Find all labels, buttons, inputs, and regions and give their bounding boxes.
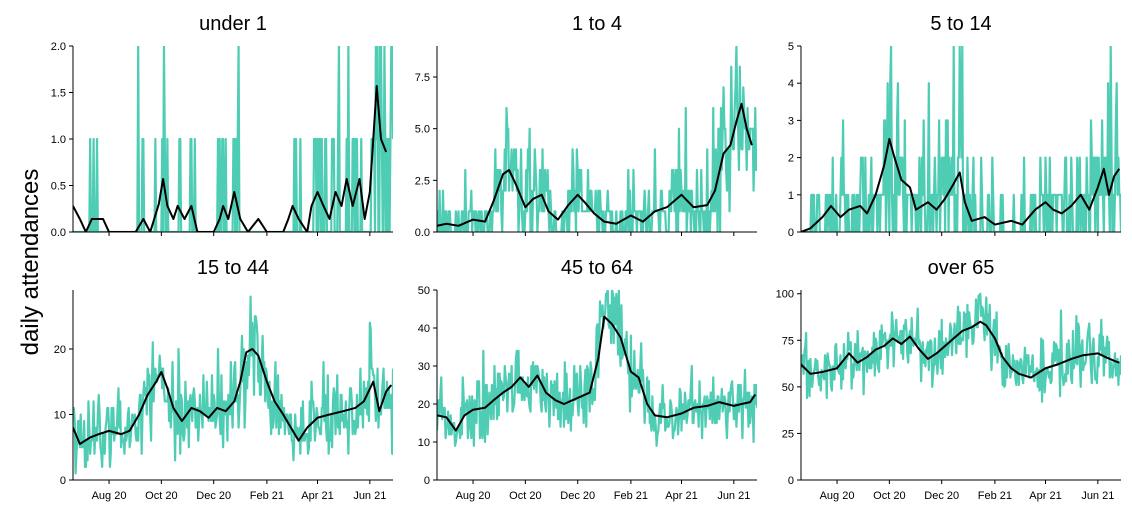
panel-title: over 65 [928, 257, 995, 279]
y-tick-label: 10 [54, 409, 66, 421]
panel-title: under 1 [199, 13, 267, 35]
rolling-mean-line [437, 102, 753, 227]
y-tick-label: 2.0 [51, 41, 66, 53]
y-tick-label: 0 [424, 475, 430, 487]
daily-series-line [801, 46, 1121, 232]
y-tick-label: 0.5 [51, 181, 66, 193]
panel-title: 15 to 44 [197, 257, 269, 279]
panel-5: 0 10 20 30 40 50 Aug 20 Oct 20 Dec 20 Feb 21 Apr 2… [418, 257, 757, 502]
y-tick-label: 25 [782, 428, 794, 440]
y-tick-label: 1.0 [51, 134, 66, 146]
x-tick-label: Jun 21 [1081, 490, 1114, 502]
x-tick-label: Oct 20 [509, 490, 541, 502]
panel-1: 0.0 0.5 1.0 1.5 2.0 under 1 [51, 13, 393, 239]
rolling-mean-line [801, 138, 1121, 232]
panel-title: 5 to 14 [930, 13, 991, 35]
y-tick-label: 7.5 [415, 72, 430, 84]
daily-series-line [73, 46, 393, 232]
y-tick-label: 100 [776, 289, 794, 301]
x-tick-label: Apr 21 [301, 490, 333, 502]
x-tick-label: Jun 21 [353, 490, 386, 502]
x-tick-label: Feb 21 [250, 490, 284, 502]
y-tick-label: 20 [54, 344, 66, 356]
y-tick-label: 2 [788, 153, 794, 165]
panel-2: 0.0 2.5 5.0 7.5 1 to 4 [415, 13, 757, 239]
x-tick-label: Dec 20 [924, 490, 959, 502]
y-tick-label: 5 [788, 41, 794, 53]
y-tick-label: 3 [788, 115, 794, 127]
y-tick-label: 40 [418, 323, 430, 335]
x-tick-label: Feb 21 [978, 490, 1012, 502]
x-tick-label: Oct 20 [145, 490, 177, 502]
y-tick-label: 50 [418, 285, 430, 297]
y-tick-label: 5.0 [415, 124, 430, 136]
x-tick-label: Jun 21 [717, 490, 750, 502]
y-tick-label: 20 [418, 399, 430, 411]
x-tick-label: Aug 20 [456, 490, 491, 502]
rolling-mean-line [801, 320, 1120, 379]
panel-6: 0 25 50 75 100 Aug 20 Oct 20 Dec 20 Feb 21 Apr 21… [776, 257, 1121, 502]
y-tick-label: 0 [788, 227, 794, 239]
panel-3: 0 1 2 3 4 5 5 to 14 [788, 13, 1121, 239]
daily-series-line [73, 295, 393, 475]
x-tick-label: Dec 20 [196, 490, 231, 502]
x-tick-label: Aug 20 [820, 490, 855, 502]
panel-title: 45 to 64 [561, 257, 633, 279]
x-tick-label: Apr 21 [1029, 490, 1061, 502]
y-tick-label: 0 [788, 475, 794, 487]
y-tick-label: 4 [788, 78, 794, 90]
daily-series-line [801, 292, 1121, 403]
rolling-mean-line [73, 84, 388, 232]
y-tick-label: 75 [782, 335, 794, 347]
rolling-mean-line [437, 315, 757, 432]
x-tick-label: Apr 21 [665, 490, 697, 502]
y-tick-label: 0.0 [415, 227, 430, 239]
y-tick-label: 0 [60, 475, 66, 487]
x-tick-label: Aug 20 [92, 490, 127, 502]
y-tick-label: 30 [418, 361, 430, 373]
panel-4: 0 10 20 Aug 20 Oct 20 Dec 20 Feb 21 Apr 21 Jun 2… [54, 257, 393, 502]
y-tick-label: 50 [782, 382, 794, 394]
x-tick-label: Dec 20 [560, 490, 595, 502]
y-tick-label: 0.0 [51, 227, 66, 239]
rolling-mean-line [73, 347, 393, 445]
y-tick-label: 1.5 [51, 88, 66, 100]
panel-title: 1 to 4 [572, 13, 622, 35]
y-axis-label: daily attendances [17, 169, 44, 356]
x-tick-label: Feb 21 [614, 490, 648, 502]
x-tick-label: Oct 20 [873, 490, 905, 502]
y-tick-label: 1 [788, 190, 794, 202]
y-tick-label: 10 [418, 437, 430, 449]
y-tick-label: 2.5 [415, 175, 430, 187]
daily-series-line [437, 290, 757, 447]
daily-series-line [437, 46, 757, 232]
